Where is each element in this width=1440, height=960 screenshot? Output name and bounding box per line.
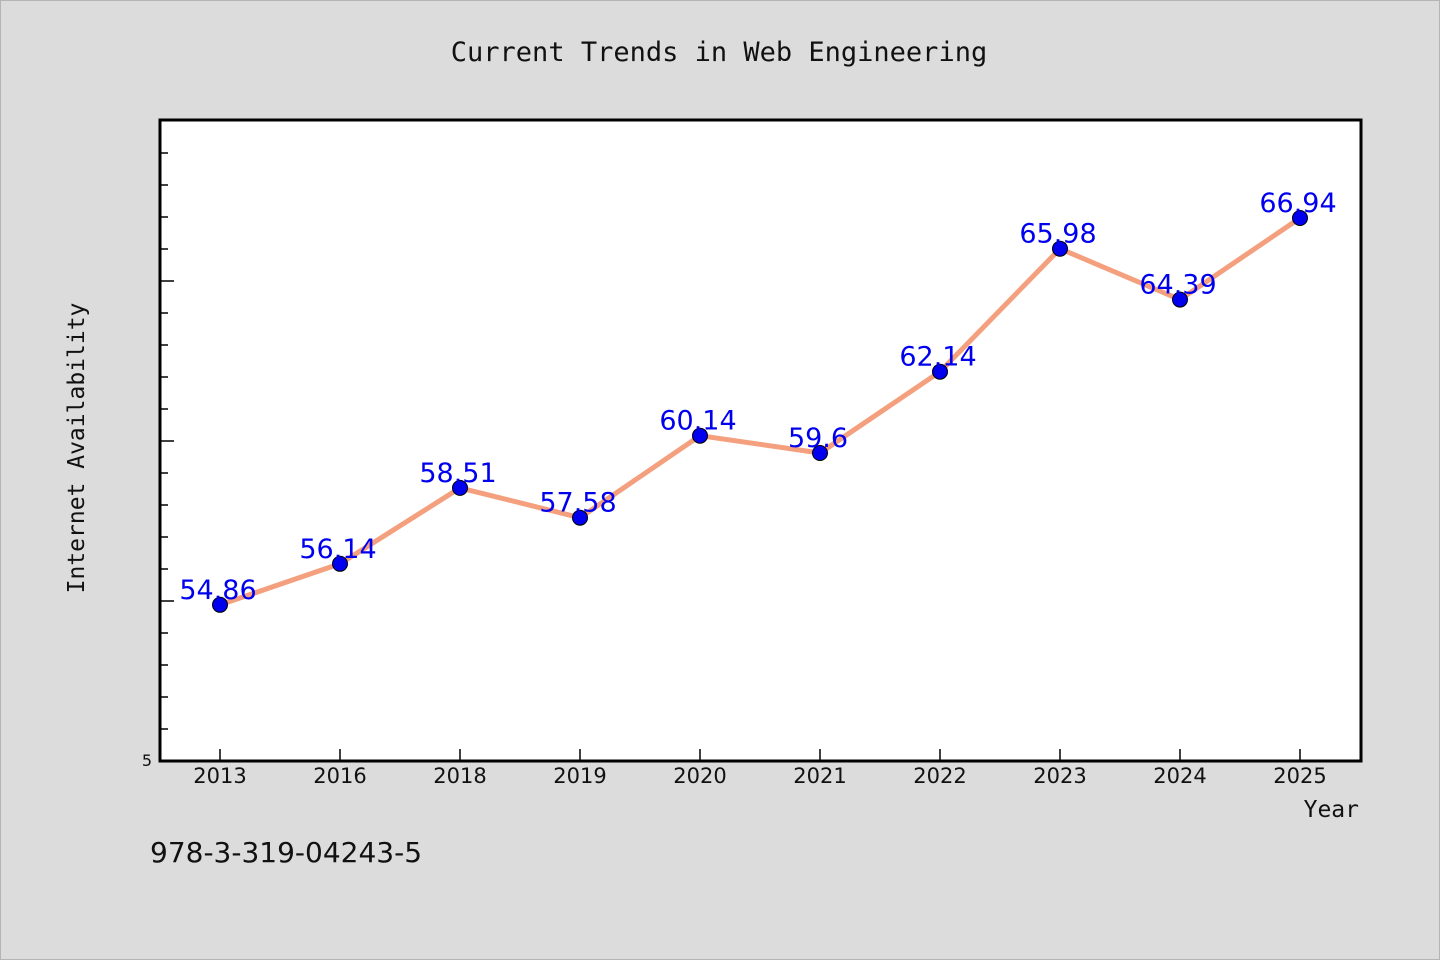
- data-point: [1172, 291, 1188, 308]
- series-markers: [212, 210, 1308, 613]
- data-label: 57.58: [539, 488, 616, 519]
- data-label: 58.51: [419, 458, 496, 489]
- data-label: 64.39: [1139, 270, 1216, 301]
- data-label: 54.86: [179, 575, 256, 606]
- x-tick-label: 2024: [1153, 764, 1206, 788]
- data-labels: 54.86 56.14 58.51 57.58 60.14 59.6 62.14 65.98 6…: [179, 188, 1336, 606]
- data-label: 60.14: [659, 406, 736, 437]
- data-point: [452, 479, 468, 496]
- data-label: 65.98: [1019, 219, 1096, 250]
- y-axis-ticks: [160, 152, 174, 730]
- series-line: [217, 215, 1303, 608]
- x-axis-label: Year: [1304, 797, 1359, 823]
- x-tick-label: 2013: [193, 764, 246, 788]
- x-tick-label: 2016: [313, 764, 366, 788]
- x-tick-label: 2022: [913, 764, 966, 788]
- data-point: [812, 445, 828, 461]
- x-tick-label: 2020: [673, 764, 726, 788]
- x-tick-label: 2018: [433, 764, 486, 788]
- data-label: 62.14: [899, 342, 976, 373]
- x-tick-label: 2019: [553, 764, 606, 788]
- data-point: [932, 363, 948, 380]
- data-point: [1292, 210, 1308, 226]
- y-tick-label: 5: [142, 751, 152, 770]
- isbn-text: 978-3-319-04243-5: [150, 836, 422, 869]
- x-axis-ticks: 2013 2016 2018 2019 2020 2021 2022 2023 2024 2025: [193, 749, 1327, 788]
- chart-title: Current Trends in Web Engineering: [451, 37, 987, 68]
- plot-area: [158, 118, 1363, 763]
- y-axis-label: Internet Availability: [64, 303, 90, 594]
- data-point: [572, 509, 588, 526]
- data-label: 66.94: [1259, 188, 1336, 219]
- data-point: [692, 427, 708, 444]
- data-point: [332, 555, 348, 572]
- data-label: 59.6: [788, 423, 848, 454]
- data-point: [212, 596, 228, 613]
- x-tick-label: 2023: [1033, 764, 1086, 788]
- x-tick-label: 2021: [793, 764, 846, 788]
- data-point: [1052, 240, 1068, 257]
- data-label: 56.14: [299, 534, 376, 565]
- x-tick-label: 2025: [1273, 764, 1326, 788]
